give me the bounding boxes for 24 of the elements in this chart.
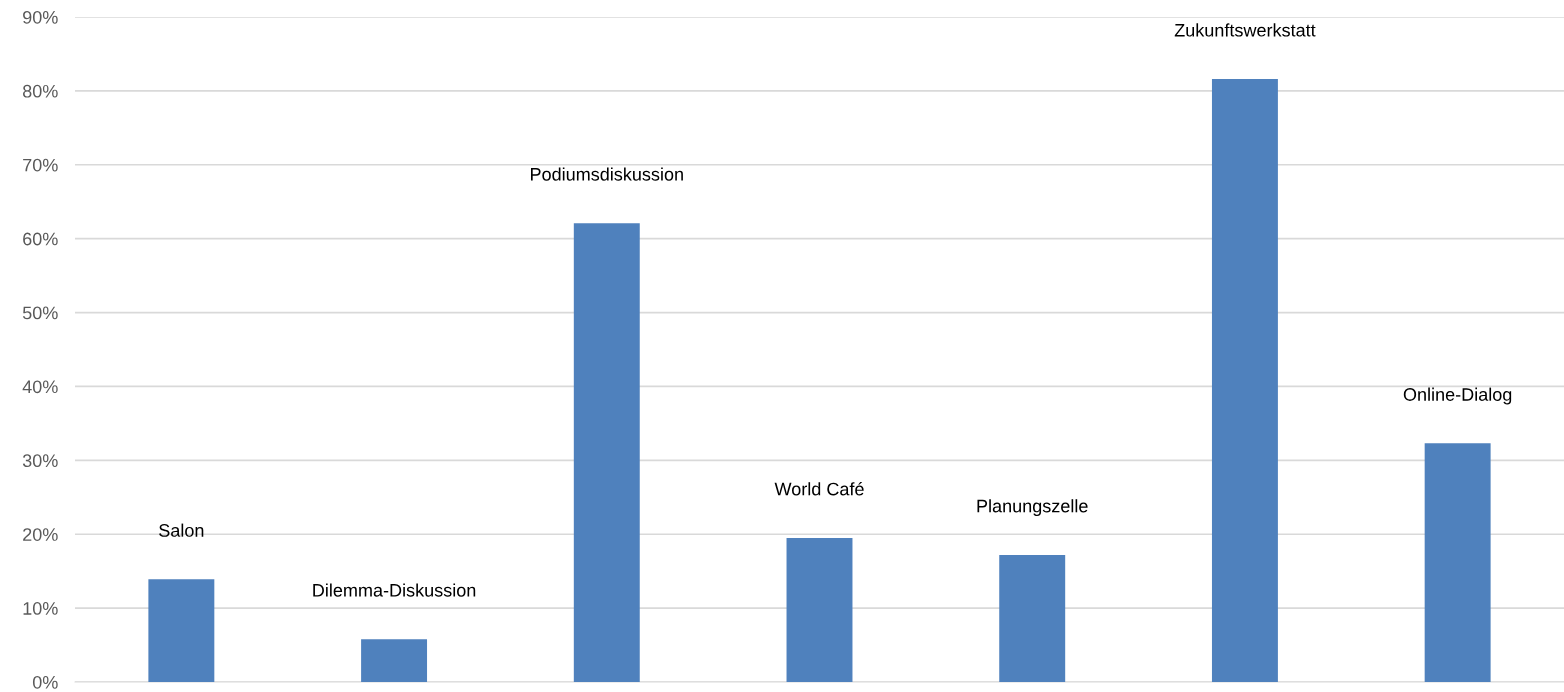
x-tick-label: Podiumsdiskussion bbox=[531, 167, 683, 181]
bar bbox=[999, 554, 1066, 682]
y-tick-label: 20% bbox=[23, 528, 58, 541]
y-tick-label: 90% bbox=[23, 10, 58, 24]
bar bbox=[573, 223, 640, 682]
bar bbox=[361, 639, 428, 682]
y-tick-label: 80% bbox=[22, 84, 58, 98]
y-tick-label: 50% bbox=[22, 306, 58, 320]
x-tick-label: Salon bbox=[159, 523, 204, 537]
x-tick-label: World Café bbox=[774, 481, 864, 496]
x-tick-label: Zukunftswerkstatt bbox=[1174, 23, 1316, 37]
y-tick-label: 30% bbox=[22, 454, 58, 468]
bar bbox=[1424, 443, 1491, 682]
y-tick-label: 60% bbox=[23, 232, 58, 246]
bar bbox=[148, 579, 215, 682]
y-tick-label: 70% bbox=[23, 158, 58, 172]
x-tick-label: Online-Dialog bbox=[1403, 387, 1512, 405]
bar bbox=[1211, 79, 1278, 682]
y-tick-label: 10% bbox=[23, 602, 58, 615]
x-tick-label: Planungszelle bbox=[977, 499, 1088, 517]
y-tick-label: 40% bbox=[22, 380, 58, 394]
x-tick-label: Dilemma-Diskussion bbox=[313, 583, 476, 597]
y-tick-label: 0% bbox=[32, 675, 58, 689]
bar bbox=[786, 537, 853, 682]
